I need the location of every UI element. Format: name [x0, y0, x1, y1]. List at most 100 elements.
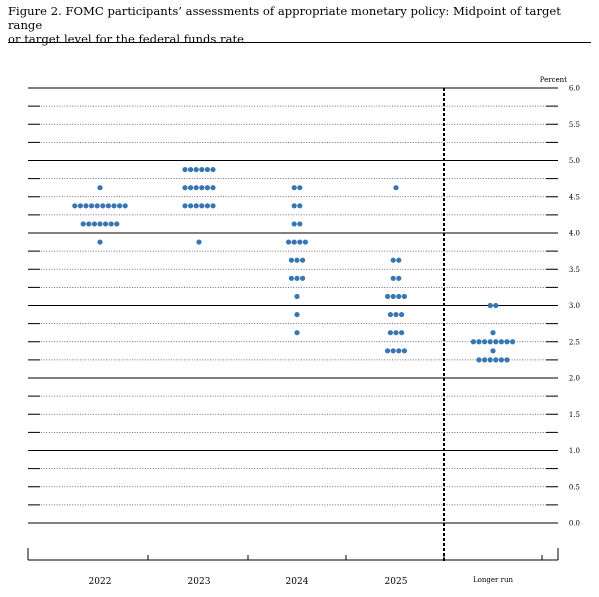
dot: [117, 203, 123, 209]
dot: [482, 339, 488, 345]
dot: [182, 185, 188, 191]
x-tick-label: 2023: [188, 577, 211, 587]
dot: [188, 203, 194, 209]
dot: [490, 348, 496, 354]
y-tick-label: 0.5: [569, 483, 580, 491]
gridlines: [28, 87, 558, 524]
y-tick-labels: 0.0 0.5 1.0 1.5 2.0 2.5 3.0 3.5 4.0 4.5 5.0 5.5 6.0: [569, 85, 580, 528]
dot: [100, 203, 106, 209]
dot: [302, 239, 308, 245]
dot: [297, 203, 303, 209]
dot: [114, 221, 120, 227]
dot: [199, 185, 205, 191]
dot: [94, 203, 100, 209]
y-tick-label: 3.5: [569, 266, 580, 274]
dot: [288, 275, 294, 281]
dot: [297, 221, 303, 227]
dot: [291, 203, 297, 209]
dot: [288, 257, 294, 263]
y-tick-label: 4.5: [569, 193, 580, 201]
dot: [476, 357, 482, 363]
dot: [83, 203, 89, 209]
dot: [385, 348, 391, 354]
dot: [385, 293, 391, 300]
dot: [399, 330, 405, 336]
dot: [498, 339, 504, 345]
y-tick-label: 2.0: [569, 375, 580, 383]
dot: [210, 166, 216, 173]
dot: [294, 330, 300, 336]
y-tick-label: 5.0: [569, 157, 580, 165]
dot: [493, 339, 499, 345]
dot: [86, 221, 92, 227]
dot: [393, 311, 399, 318]
dot: [487, 357, 493, 363]
dot: [204, 185, 210, 191]
dot: [193, 185, 199, 191]
dot: [390, 275, 396, 281]
dot: [390, 293, 396, 300]
dot: [390, 348, 396, 354]
dot: [196, 239, 202, 245]
dot: [108, 221, 114, 227]
dot: [182, 203, 188, 209]
dot: [509, 339, 516, 345]
dot: [504, 339, 510, 345]
dot: [193, 203, 199, 209]
dot: [97, 185, 103, 191]
dot: [188, 166, 194, 173]
dot: [294, 293, 300, 300]
y-tick-label: 2.5: [569, 338, 580, 346]
dot: [291, 185, 297, 191]
dot: [122, 203, 128, 209]
dot: [482, 357, 488, 363]
caption-rule: [8, 42, 591, 43]
y-axis-label: Percent: [540, 76, 567, 84]
x-tick-label: 2024: [286, 577, 309, 587]
dot: [300, 257, 306, 263]
dot: [401, 293, 407, 300]
dot: [111, 203, 117, 209]
x-tick-label: 2022: [89, 577, 112, 587]
dot: [103, 221, 109, 227]
dot: [387, 311, 393, 318]
dot: [390, 257, 396, 263]
dot: [210, 203, 216, 209]
dot: [393, 330, 399, 336]
dot: [387, 330, 393, 336]
dot: [504, 357, 510, 363]
dot: [91, 221, 97, 227]
dot: [89, 203, 95, 209]
dot: [188, 185, 194, 191]
dot: [80, 221, 86, 227]
dot: [72, 203, 78, 209]
y-tick-label: 0.0: [569, 520, 580, 528]
x-tick-labels: 2022 2023 2024 2025 Longer run: [89, 576, 514, 587]
dot: [490, 330, 496, 336]
dot: [401, 348, 407, 354]
dot: [204, 166, 210, 173]
dot: [182, 166, 188, 173]
x-axis: [27, 548, 559, 561]
dot: [396, 348, 402, 354]
y-tick-label: 4.0: [569, 230, 580, 238]
dot: [476, 339, 482, 345]
dot: [97, 221, 103, 227]
dot: [297, 239, 303, 245]
dots: [72, 166, 516, 363]
dot: [396, 257, 402, 263]
y-tick-label: 1.5: [569, 411, 580, 419]
dot: [199, 166, 205, 173]
dot: [291, 239, 297, 245]
dot: [193, 166, 199, 173]
dot: [393, 185, 399, 191]
dot: [470, 339, 476, 345]
dot: [396, 275, 402, 281]
x-tick-label: Longer run: [473, 576, 513, 584]
dot: [493, 357, 499, 363]
dot: [487, 302, 493, 309]
dot: [297, 185, 303, 191]
y-tick-label: 6.0: [569, 85, 580, 93]
dot: [487, 339, 493, 345]
